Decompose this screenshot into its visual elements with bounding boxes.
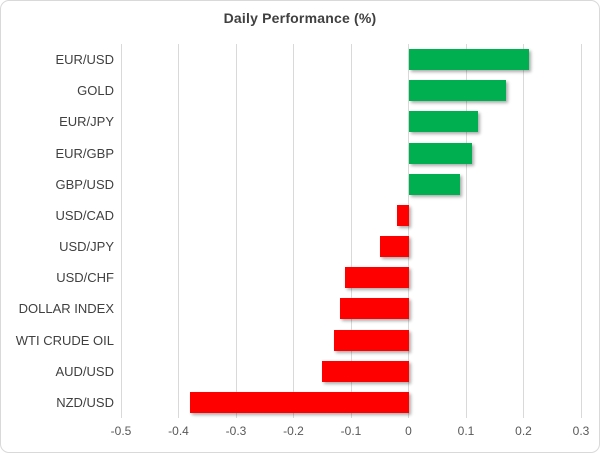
bar-wti-crude-oil <box>333 329 409 351</box>
category-label: NZD/USD <box>56 394 114 410</box>
category-label: GOLD <box>77 83 114 99</box>
x-tick-label: 0.1 <box>457 424 475 438</box>
x-tick-label: 0 <box>405 424 412 438</box>
x-tick-label: -0.2 <box>283 424 304 438</box>
bar-eur-jpy <box>408 111 478 133</box>
bar-nzd-usd <box>190 391 409 413</box>
bar-dollar-index <box>339 298 409 320</box>
gridline <box>120 44 122 418</box>
bar-gold <box>408 80 507 102</box>
bar-series <box>121 44 581 418</box>
gridline <box>465 44 467 418</box>
bar-aud-usd <box>322 360 409 382</box>
chart-title: Daily Performance (%) <box>223 10 377 26</box>
value-axis: -0.5 -0.4 -0.3 -0.2 -0.1 0 0.1 0.2 0.3 <box>111 423 590 441</box>
gridline <box>350 44 352 418</box>
x-tick-label: 0.2 <box>515 424 532 438</box>
category-label: WTI CRUDE OIL <box>15 332 114 348</box>
x-tick-label: -0.5 <box>110 424 132 438</box>
category-axis: EUR/USD GOLD EUR/JPY EUR/GBP GBP/USD USD/CAD U… <box>1 44 114 418</box>
category-label: EUR/GBP <box>55 145 114 161</box>
gridline <box>408 44 409 418</box>
plot-area <box>120 44 582 418</box>
bar-eur-gbp <box>408 142 472 164</box>
x-tick-label: 0.3 <box>572 424 590 438</box>
category-label: EUR/USD <box>55 52 114 67</box>
category-label: DOLLAR INDEX <box>18 301 114 317</box>
x-tick-label: -0.1 <box>340 424 362 438</box>
category-label: USD/CAD <box>55 207 114 223</box>
gridline <box>178 44 179 418</box>
category-label: AUD/USD <box>55 363 114 379</box>
category-label: USD/CHF <box>56 270 114 286</box>
gridline <box>580 44 582 418</box>
bar-usd-chf <box>345 267 409 289</box>
gridline <box>235 44 237 418</box>
bar-gbp-usd <box>408 173 461 195</box>
gridline <box>293 44 294 418</box>
category-label: USD/JPY <box>59 239 114 254</box>
bar-usd-cad <box>397 204 409 226</box>
gridlines <box>120 44 582 418</box>
bar-eur-usd <box>408 49 530 71</box>
x-tick-label: -0.4 <box>168 424 189 438</box>
bar-usd-jpy <box>379 236 409 258</box>
gridline <box>523 44 524 418</box>
category-label: EUR/JPY <box>59 114 114 130</box>
category-label: GBP/USD <box>55 176 114 192</box>
x-tick-label: -0.3 <box>225 424 247 438</box>
